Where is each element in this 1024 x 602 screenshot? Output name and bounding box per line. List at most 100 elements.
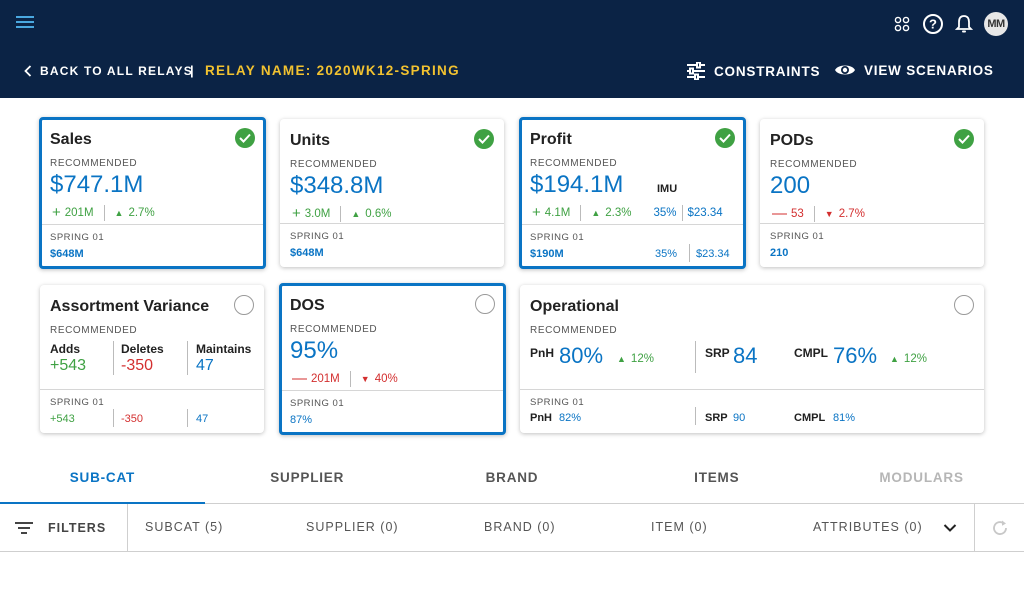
app-header: ? MM BACK TO ALL RELAYS | RELAY NAME: 20… bbox=[0, 0, 1024, 98]
delta-absolute: 53 bbox=[791, 207, 804, 220]
delta-row: — 201M ▼ 40% bbox=[292, 370, 398, 387]
delta-percent: 0.6% bbox=[365, 207, 392, 220]
card-title: Assortment Variance bbox=[50, 298, 210, 315]
filter-icon bbox=[15, 521, 33, 534]
baseline-label: SPRING 01 bbox=[50, 397, 105, 408]
user-avatar[interactable]: MM bbox=[984, 12, 1008, 36]
cmpl-value: 76% bbox=[833, 343, 878, 368]
tab-modulars: MODULARS bbox=[879, 470, 964, 485]
filter-bar: FILTERS bbox=[0, 503, 1024, 552]
triangle-up-icon: ▲ bbox=[617, 354, 626, 364]
baseline-label: SPRING 01 bbox=[290, 398, 345, 409]
baseline-cmpl-value: 81% bbox=[833, 412, 856, 424]
item-filter[interactable]: ITEM (0) bbox=[651, 520, 708, 534]
checkmark-icon[interactable] bbox=[235, 128, 255, 148]
cmpl-delta: ▲ 12% bbox=[890, 353, 927, 365]
checkmark-icon[interactable] bbox=[474, 129, 494, 149]
baseline-value: 210 bbox=[770, 247, 789, 259]
header-separator: | bbox=[190, 63, 194, 78]
triangle-up-icon: ▲ bbox=[351, 208, 361, 219]
delta-row: + 201M ▲ 2.7% bbox=[52, 204, 155, 221]
baseline-label: SPRING 01 bbox=[530, 397, 585, 408]
imu-value: $23.34 bbox=[687, 206, 723, 219]
srp-value: 84 bbox=[733, 343, 758, 368]
view-scenarios-button[interactable]: VIEW SCENARIOS bbox=[834, 62, 994, 78]
recommended-label: RECOMMENDED bbox=[530, 325, 618, 336]
baseline-cmpl-label: CMPL bbox=[794, 412, 826, 424]
view-scenarios-label: VIEW SCENARIOS bbox=[864, 62, 994, 78]
supplier-filter[interactable]: SUPPLIER (0) bbox=[306, 520, 399, 534]
baseline-value: $648M bbox=[290, 247, 324, 259]
radio-button[interactable] bbox=[954, 295, 974, 315]
triangle-up-icon: ▲ bbox=[890, 354, 899, 364]
svg-text:?: ? bbox=[929, 17, 937, 32]
deletes-value: -350 bbox=[121, 357, 154, 374]
dos-card[interactable]: DOS RECOMMENDED 95% — 201M ▼ 40% SPRING … bbox=[279, 283, 506, 435]
pnh-value: 80% bbox=[559, 343, 604, 368]
recommended-value: $194.1M bbox=[530, 171, 624, 198]
eye-icon bbox=[835, 65, 855, 75]
recommended-label: RECOMMENDED bbox=[50, 325, 138, 336]
apps-grid-icon[interactable] bbox=[891, 13, 913, 35]
baseline-label: SPRING 01 bbox=[290, 231, 345, 242]
units-card[interactable]: Units RECOMMENDED $348.8M + 3.0M ▲ 0.6% … bbox=[280, 119, 504, 267]
triangle-up-icon: ▲ bbox=[591, 207, 601, 218]
assortment-variance-card[interactable]: Assortment Variance RECOMMENDED Adds +54… bbox=[40, 285, 264, 433]
pods-card[interactable]: PODs RECOMMENDED 200 — 53 ▼ 2.7% SPRING … bbox=[760, 119, 984, 267]
sales-card[interactable]: Sales RECOMMENDED $747.1M + 201M ▲ 2.7% … bbox=[39, 117, 266, 269]
sliders-icon bbox=[687, 62, 705, 80]
refresh-button[interactable] bbox=[974, 504, 1024, 552]
delta-absolute: 4.1M bbox=[544, 206, 571, 219]
deletes-label: Deletes bbox=[121, 342, 164, 356]
baseline-value: $190M bbox=[530, 248, 564, 260]
baseline-srp-label: SRP bbox=[705, 412, 728, 424]
help-icon[interactable]: ? bbox=[922, 13, 944, 35]
baseline-srp-value: 90 bbox=[733, 412, 746, 424]
tab-sub-cat[interactable]: SUB-CAT bbox=[0, 455, 205, 504]
adds-value: +543 bbox=[50, 357, 87, 374]
hamburger-menu-icon[interactable] bbox=[16, 13, 34, 33]
checkmark-icon[interactable] bbox=[954, 129, 974, 149]
recommended-value: 200 bbox=[770, 172, 811, 199]
back-to-all-relays-link[interactable]: BACK TO ALL RELAYS bbox=[24, 64, 193, 78]
card-title: Profit bbox=[530, 131, 572, 148]
profit-card[interactable]: Profit RECOMMENDED $194.1M IMU + 4.1M ▲ … bbox=[519, 117, 746, 269]
attributes-filter[interactable]: ATTRIBUTES (0) bbox=[813, 520, 923, 534]
maintains-value: 47 bbox=[196, 357, 214, 374]
recommended-value: $747.1M bbox=[50, 171, 144, 198]
operational-card[interactable]: Operational RECOMMENDED PnH 80% ▲ 12% SRP… bbox=[520, 285, 984, 433]
notifications-bell-icon[interactable] bbox=[953, 13, 975, 35]
delta-row: + 3.0M ▲ 0.6% bbox=[292, 205, 391, 222]
minus-icon: — bbox=[772, 205, 787, 222]
baseline-label: SPRING 01 bbox=[50, 232, 105, 243]
delta-absolute: 3.0M bbox=[304, 207, 331, 220]
triangle-up-icon: ▲ bbox=[114, 207, 124, 218]
brand-filter[interactable]: BRAND (0) bbox=[484, 520, 556, 534]
pnh-delta: ▲ 12% bbox=[617, 353, 654, 365]
recommended-label: RECOMMENDED bbox=[50, 158, 138, 169]
chevron-down-icon[interactable] bbox=[943, 520, 957, 538]
plus-icon: + bbox=[292, 205, 301, 222]
tab-supplier[interactable]: SUPPLIER bbox=[270, 470, 345, 485]
pnh-label: PnH bbox=[530, 346, 554, 360]
radio-button[interactable] bbox=[475, 294, 495, 314]
recommended-label: RECOMMENDED bbox=[290, 324, 378, 335]
tab-bar: SUB-CAT SUPPLIER BRAND ITEMS MODULARS bbox=[0, 455, 1024, 504]
baseline-pnh-value: 82% bbox=[559, 412, 582, 424]
tab-brand[interactable]: BRAND bbox=[485, 470, 539, 485]
subcat-filter[interactable]: SUBCAT (5) bbox=[145, 520, 224, 534]
plus-icon: + bbox=[52, 204, 61, 221]
adds-label: Adds bbox=[50, 342, 80, 356]
chevron-left-icon bbox=[24, 65, 32, 77]
baseline-value: $648M bbox=[50, 248, 84, 260]
checkmark-icon[interactable] bbox=[715, 128, 735, 148]
back-link-label: BACK TO ALL RELAYS bbox=[40, 64, 193, 78]
baseline-value: 87% bbox=[290, 414, 313, 426]
recommended-label: RECOMMENDED bbox=[290, 159, 378, 170]
filters-button[interactable]: FILTERS bbox=[0, 503, 128, 552]
radio-button[interactable] bbox=[234, 295, 254, 315]
card-title: Operational bbox=[530, 298, 619, 315]
tab-items[interactable]: ITEMS bbox=[694, 470, 740, 485]
constraints-button[interactable]: CONSTRAINTS bbox=[686, 62, 820, 80]
srp-label: SRP bbox=[705, 346, 730, 360]
